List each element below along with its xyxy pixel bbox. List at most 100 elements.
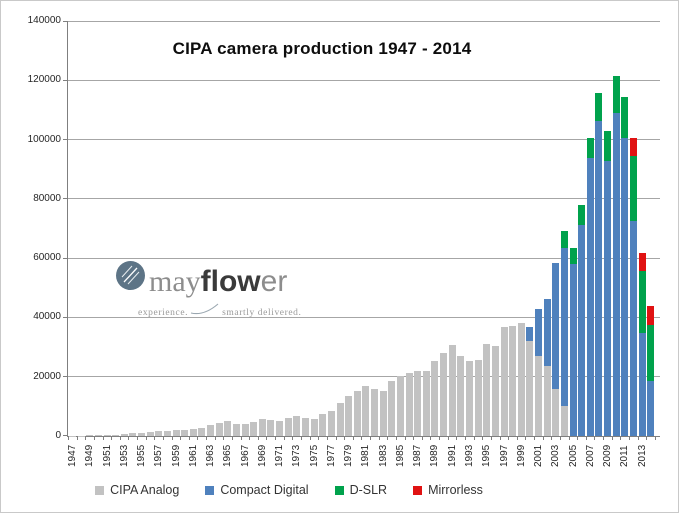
- bar-1971: [276, 21, 284, 436]
- bar-segment: [535, 309, 543, 356]
- watermark-brand-flow: flow: [200, 265, 261, 298]
- bar-segment: [629, 156, 637, 222]
- x-tick: [85, 436, 87, 440]
- legend-swatch-icon: [205, 485, 215, 495]
- x-axis-tick-label: 2005: [567, 444, 579, 467]
- bar-1974: [302, 21, 309, 436]
- bar-2014: [647, 21, 655, 436]
- x-axis-tick-label: 1973: [291, 444, 303, 467]
- x-tick: [577, 436, 579, 440]
- x-axis-tick-label: 1969: [256, 444, 268, 467]
- bar-segment: [483, 344, 491, 436]
- x-axis-tick-label: 1997: [498, 444, 510, 467]
- x-axis-tick-label: 1977: [325, 444, 337, 467]
- legend-item-cipa-analog: CIPA Analog: [95, 483, 179, 497]
- bar-2011: [621, 21, 629, 436]
- bar-1957: [155, 21, 163, 436]
- gridline: [68, 139, 660, 141]
- plot-area: [63, 20, 660, 440]
- bar-1959: [172, 21, 180, 436]
- bar-segment: [560, 406, 568, 436]
- bar-1965: [224, 21, 232, 436]
- x-tick: [326, 436, 328, 440]
- watermark-swash-icon: [190, 303, 220, 318]
- legend-swatch-icon: [413, 485, 423, 495]
- x-tick: [180, 436, 182, 440]
- y-tick: [63, 376, 68, 378]
- x-tick: [128, 436, 130, 440]
- y-axis-tick-label: 0: [55, 430, 61, 441]
- x-tick: [283, 436, 285, 440]
- x-tick: [93, 436, 95, 440]
- y-axis-tick-label: 120000: [27, 74, 61, 86]
- x-tick: [154, 436, 156, 440]
- x-tick: [654, 436, 656, 440]
- bar-1982: [371, 21, 379, 436]
- bar-segment: [172, 429, 180, 436]
- x-tick: [292, 436, 294, 440]
- bar-segment: [595, 121, 603, 436]
- bar-segment: [578, 224, 586, 436]
- bar-segment: [509, 326, 517, 436]
- x-axis-tick-label: 1999: [515, 444, 527, 467]
- x-axis-tick-label: 1993: [463, 444, 475, 467]
- x-tick: [603, 436, 605, 440]
- bar-1972: [284, 21, 292, 436]
- bar-segment: [552, 263, 560, 390]
- bar-segment: [189, 429, 197, 436]
- gridline: [68, 198, 660, 200]
- x-tick: [456, 436, 458, 440]
- bar-segment: [241, 423, 249, 436]
- bar-1947: [69, 21, 76, 436]
- x-axis-tick-label: 2001: [533, 444, 545, 467]
- y-axis-tick-label: 140000: [27, 15, 61, 26]
- bar-1987: [414, 21, 422, 436]
- x-tick: [76, 436, 78, 440]
- bar-segment: [319, 414, 327, 436]
- bar-segment: [224, 421, 232, 436]
- bar-segment: [647, 306, 655, 325]
- x-tick: [413, 436, 415, 440]
- x-tick: [585, 436, 587, 440]
- x-tick: [171, 436, 173, 440]
- bar-segment: [517, 323, 525, 436]
- bar-segment: [500, 327, 508, 436]
- bar-1949: [86, 21, 94, 436]
- bar-segment: [215, 422, 223, 436]
- legend-label: Compact Digital: [220, 483, 309, 497]
- x-tick: [223, 436, 225, 440]
- legend-item-d-slr: D-SLR: [334, 483, 387, 497]
- x-tick: [214, 436, 216, 440]
- bar-1953: [120, 21, 128, 436]
- x-axis-tick-label: 1947: [67, 444, 78, 467]
- bar-segment: [578, 204, 586, 225]
- bar-2006: [578, 21, 586, 436]
- x-tick: [344, 436, 346, 440]
- bar-segment: [595, 93, 603, 122]
- bar-segment: [431, 361, 439, 436]
- x-axis-tick-label: 1979: [343, 444, 355, 467]
- x-tick: [257, 436, 259, 440]
- legend-label: CIPA Analog: [110, 483, 180, 497]
- bar-1976: [319, 21, 327, 436]
- x-tick: [240, 436, 242, 440]
- x-tick: [473, 436, 475, 440]
- x-axis-tick-label: 1955: [136, 444, 148, 467]
- bar-1964: [215, 21, 223, 436]
- x-tick: [430, 436, 432, 440]
- gridline: [68, 79, 660, 81]
- x-tick: [646, 436, 648, 440]
- bar-segment: [560, 231, 568, 248]
- bar-1990: [440, 21, 448, 436]
- x-tick: [266, 436, 268, 440]
- bar-segment: [612, 112, 620, 436]
- mayflower-logo-icon: [116, 261, 145, 295]
- bar-1989: [431, 21, 439, 436]
- bar-segment: [276, 421, 284, 436]
- bar-segment: [569, 264, 577, 436]
- legend-item-compact-digital: Compact Digital: [205, 483, 309, 497]
- bar-segment: [638, 332, 646, 436]
- bar-1966: [232, 21, 240, 436]
- x-tick: [525, 436, 527, 440]
- x-tick: [370, 436, 372, 440]
